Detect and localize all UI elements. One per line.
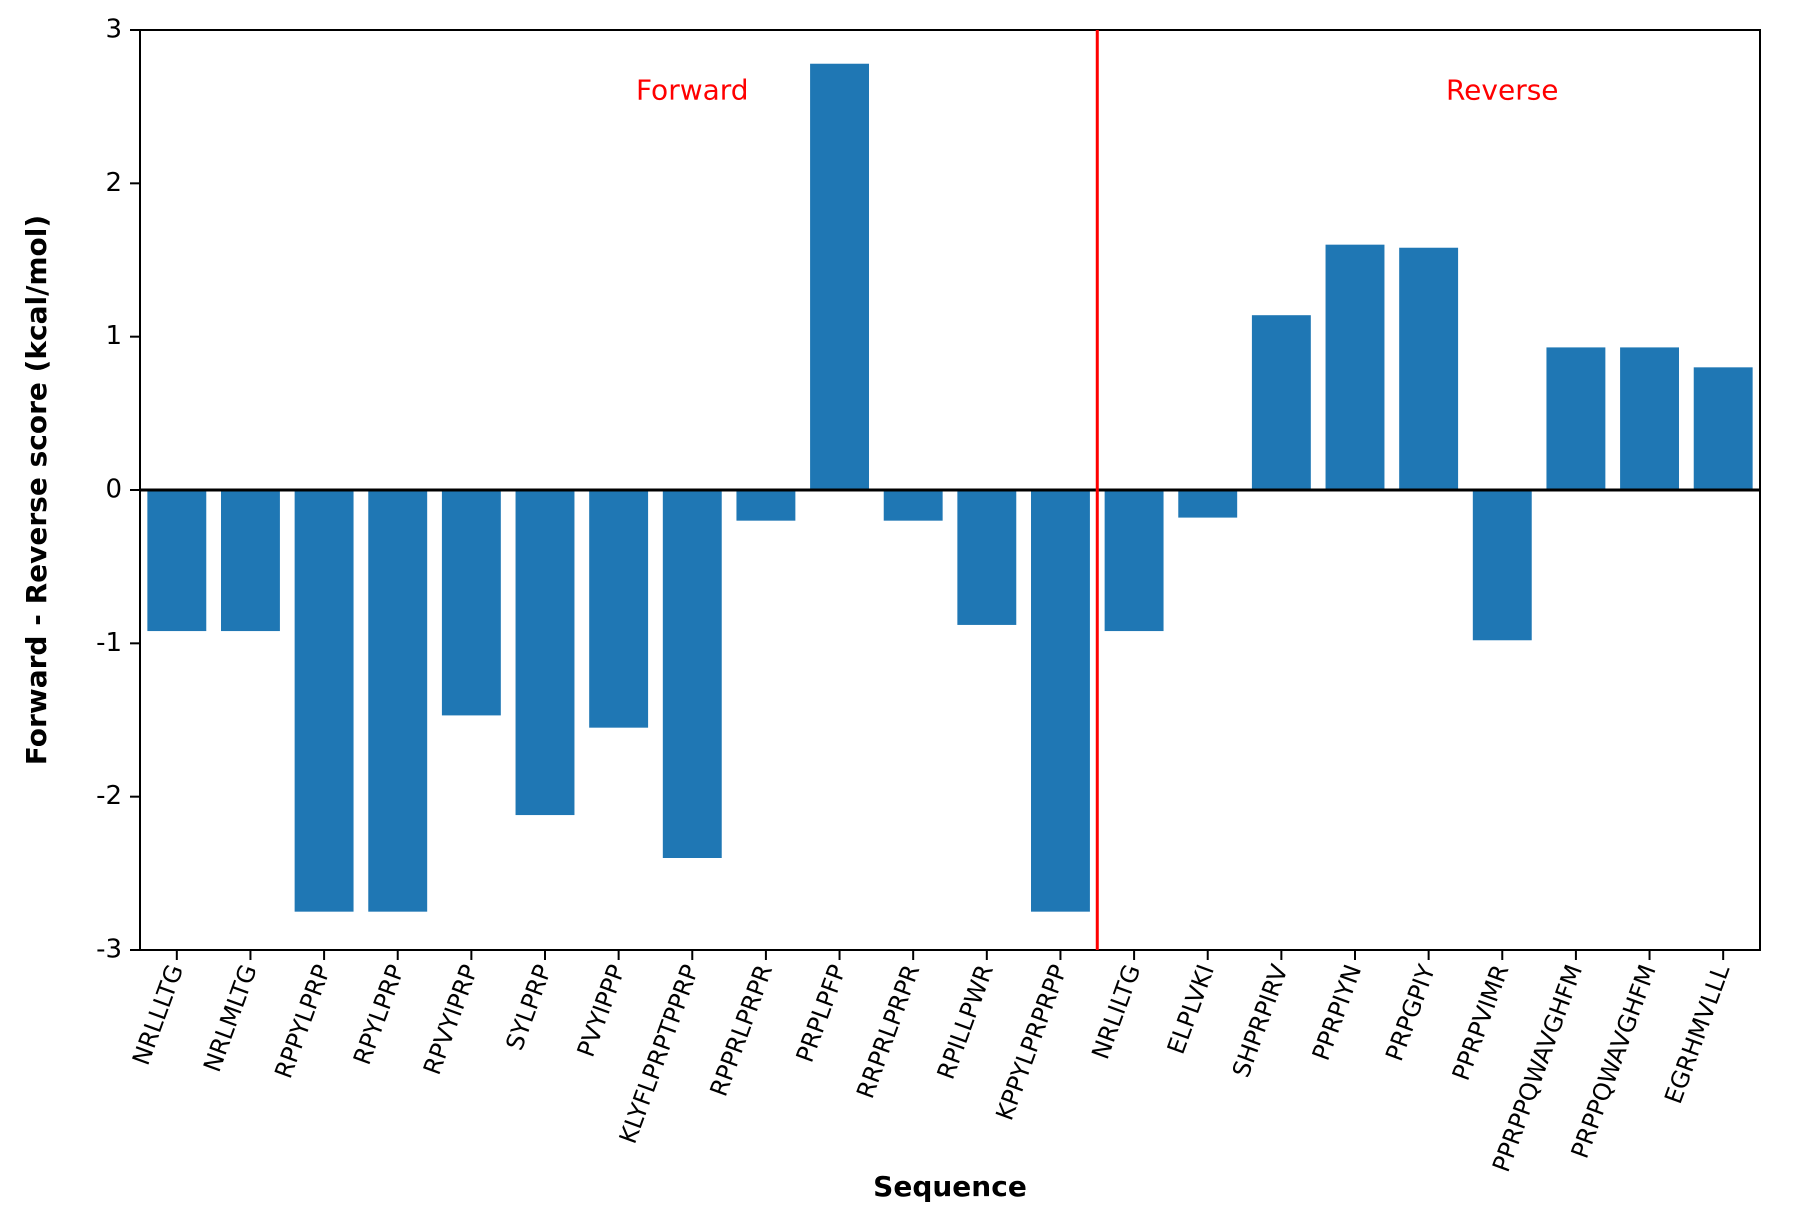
y-axis-label: Forward - Reverse score (kcal/mol)	[20, 215, 53, 765]
bar	[221, 490, 280, 631]
bar	[368, 490, 427, 912]
bar	[884, 490, 943, 521]
bar	[147, 490, 206, 631]
bar	[1473, 490, 1532, 640]
bar	[1546, 347, 1605, 490]
bar	[442, 490, 501, 715]
bar	[1252, 315, 1311, 490]
y-tick-label: -1	[96, 628, 122, 658]
bar	[589, 490, 648, 728]
y-tick-label: 3	[105, 15, 122, 45]
y-tick-label: -3	[96, 935, 122, 965]
group-annotation: Forward	[636, 73, 749, 106]
bar	[1178, 490, 1237, 518]
y-tick-label: 0	[105, 475, 122, 505]
group-annotation: Reverse	[1446, 73, 1559, 106]
bar	[1105, 490, 1164, 631]
bar	[1620, 347, 1679, 490]
chart-svg: -3-2-10123NRLLLTGNRLMLTGRPPYLPRPRPYLPRPR…	[0, 0, 1800, 1214]
bar	[736, 490, 795, 521]
bar	[295, 490, 354, 912]
bar	[810, 64, 869, 490]
bar	[1694, 367, 1753, 490]
y-tick-label: 1	[105, 321, 122, 351]
bar	[663, 490, 722, 858]
bar	[1399, 248, 1458, 490]
y-tick-label: -2	[96, 781, 122, 811]
x-axis-label: Sequence	[873, 1170, 1027, 1203]
y-tick-label: 2	[105, 168, 122, 198]
bar	[957, 490, 1016, 625]
bar	[516, 490, 575, 815]
bar	[1031, 490, 1090, 912]
bar	[1326, 245, 1385, 490]
bar-chart: -3-2-10123NRLLLTGNRLMLTGRPPYLPRPRPYLPRPR…	[0, 0, 1800, 1214]
